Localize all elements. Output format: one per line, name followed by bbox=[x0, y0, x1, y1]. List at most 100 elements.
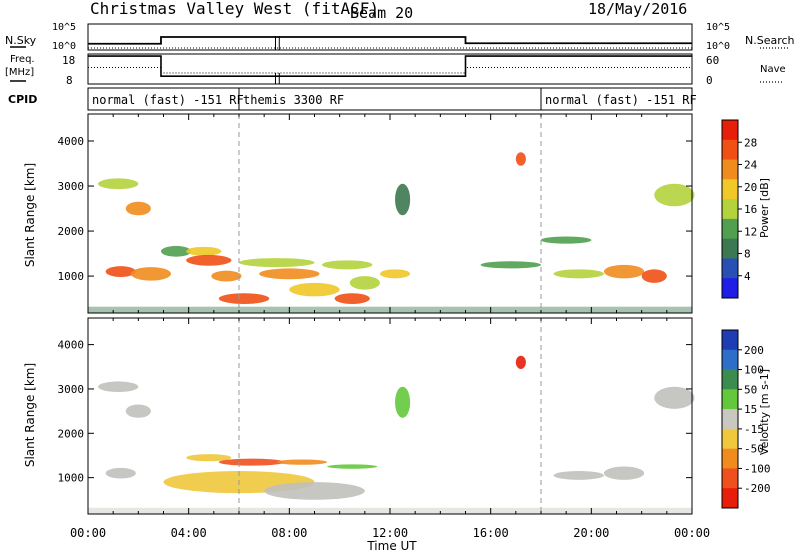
ytick-label-1-3000: 3000 bbox=[58, 383, 85, 396]
nsearch-tick-bottom: 10^0 bbox=[706, 41, 730, 52]
nsky-label: N.Sky bbox=[5, 34, 37, 47]
power-echo-13 bbox=[334, 293, 370, 304]
nsky-trace bbox=[88, 36, 692, 45]
velocity-echo-1 bbox=[125, 404, 151, 418]
velocity-colorbar-tick-label-6: -100 bbox=[744, 462, 771, 475]
axes: 1000 2000 3000 4000 1000 2000 3000 4000 00:00 04:… bbox=[58, 114, 710, 540]
velocity-colorbar-label: Velocity [m s-1] bbox=[758, 369, 771, 455]
cpid-segment-label-1: themis 3300 RF bbox=[243, 93, 344, 107]
power-echo-18 bbox=[480, 261, 541, 269]
velocity-echo-8 bbox=[264, 482, 365, 500]
time-xlabel: Time UT bbox=[366, 539, 417, 553]
power-echo-7 bbox=[211, 270, 242, 282]
xtick-label-2: 08:00 bbox=[271, 526, 307, 540]
power-colorbar-tick-label-5: 8 bbox=[744, 248, 751, 261]
ytick-label-0-4000: 4000 bbox=[58, 135, 85, 148]
velocity-echo-3 bbox=[186, 454, 232, 462]
velocity-colorbar-swatch-5 bbox=[722, 428, 738, 450]
ytick-label-0-2000: 2000 bbox=[58, 225, 85, 238]
velocity-echo-6 bbox=[327, 464, 378, 469]
power-echo-10 bbox=[259, 268, 320, 280]
freq-panel-frame bbox=[87, 53, 693, 85]
date-label: 18/May/2016 bbox=[588, 0, 687, 18]
xtick-label-0: 00:00 bbox=[70, 526, 106, 540]
power-colorbar-swatch-3 bbox=[722, 179, 738, 200]
power-colorbar-tick-label-3: 16 bbox=[744, 203, 757, 216]
velocity-echo-13 bbox=[654, 386, 695, 409]
power-echo-0 bbox=[98, 178, 139, 190]
velocity-colorbar-tick-label-7: -200 bbox=[744, 482, 771, 495]
power-colorbar-swatch-1 bbox=[722, 139, 738, 161]
cpid-label: CPID bbox=[8, 93, 37, 106]
freq-label-2: [MHz] bbox=[5, 67, 34, 78]
power-colorbar-swatch-5 bbox=[722, 218, 738, 240]
power-echo-19 bbox=[541, 236, 592, 244]
velocity-echo-12 bbox=[603, 466, 645, 480]
power-echo-4 bbox=[160, 245, 192, 257]
velocity-colorbar-swatch-7 bbox=[722, 468, 738, 489]
velocity-colorbar-tick-label-2: 50 bbox=[744, 383, 757, 396]
xtick-label-3: 12:00 bbox=[372, 526, 408, 540]
power-echo-2 bbox=[105, 266, 136, 277]
xtick-label-1: 04:00 bbox=[171, 526, 207, 540]
power-colorbar-swatch-6 bbox=[722, 238, 738, 259]
power-echo-8 bbox=[218, 293, 270, 304]
nsearch-label: N.Search bbox=[745, 34, 795, 47]
velocity-colorbar-tick-label-1: 100 bbox=[744, 364, 764, 377]
velocity-colorbar: 200 100 50 15 -15 -50 -100 -200 bbox=[721, 329, 771, 509]
cpid-segments: normal (fast) -151 RF themis 3300 RF norma… bbox=[92, 88, 697, 110]
velocity-colorbar-swatch-0 bbox=[722, 330, 738, 351]
ytick-label-0-1000: 1000 bbox=[58, 270, 85, 283]
velocity-colorbar-tick-label-0: 200 bbox=[744, 344, 764, 357]
power-echo-1 bbox=[125, 201, 151, 216]
freq-tick-bottom: 8 bbox=[66, 74, 73, 87]
cpid-panel-frame bbox=[87, 87, 693, 111]
power-colorbar-swatch-2 bbox=[722, 159, 738, 180]
power-colorbar-swatch-7 bbox=[722, 258, 738, 279]
velocity-echo-0 bbox=[98, 381, 139, 393]
velocity-colorbar-frame bbox=[721, 329, 739, 509]
nsky-tick-top: 10^5 bbox=[52, 22, 76, 33]
power-echo-21 bbox=[603, 264, 645, 279]
power-colorbar-tick-label-2: 20 bbox=[744, 181, 757, 194]
nave-label: Nave bbox=[760, 64, 786, 75]
power-echo-20 bbox=[553, 269, 604, 279]
velocity-colorbar-swatch-8 bbox=[722, 488, 738, 509]
velocity-echo-11 bbox=[553, 470, 604, 480]
ytick-label-1-1000: 1000 bbox=[58, 472, 85, 485]
velocity-ylabel: Slant Range [km] bbox=[23, 363, 37, 467]
velocity-colorbar-swatch-1 bbox=[722, 349, 738, 371]
power-echo-12 bbox=[322, 260, 373, 270]
velocity-colorbar-tick-label-5: -50 bbox=[744, 443, 764, 456]
velocity-echo-5 bbox=[276, 459, 328, 465]
power-colorbar-tick-label-6: 4 bbox=[744, 270, 751, 283]
power-panel-bg bbox=[88, 114, 692, 313]
velocity-colorbar-swatch-3 bbox=[722, 389, 738, 410]
power-ylabel: Slant Range [km] bbox=[23, 163, 37, 267]
ytick-label-1-4000: 4000 bbox=[58, 339, 85, 352]
power-colorbar-tick-label-0: 28 bbox=[744, 136, 757, 149]
power-colorbar-swatch-8 bbox=[722, 278, 738, 299]
xtick-label-4: 16:00 bbox=[473, 526, 509, 540]
freq-label-1: Freq. bbox=[10, 54, 35, 65]
velocity-colorbar-swatch-4 bbox=[722, 409, 738, 430]
xtick-label-6: 00:00 bbox=[674, 526, 710, 540]
velocity-echo-4 bbox=[218, 458, 285, 466]
velocity-colorbar-swatch-6 bbox=[722, 448, 738, 469]
power-colorbar-tick-label-4: 12 bbox=[744, 225, 757, 238]
nave-trace bbox=[88, 67, 692, 74]
cpid-segment-label-0: normal (fast) -151 RF bbox=[92, 93, 244, 107]
velocity-colorbar-tick-label-4: -15 bbox=[744, 423, 764, 436]
power-echo-23 bbox=[654, 183, 695, 207]
nsky-panel-frame bbox=[87, 23, 693, 51]
power-colorbar: 28 24 20 16 12 8 4 bbox=[721, 119, 758, 299]
freq-tick-top: 18 bbox=[62, 54, 75, 67]
power-colorbar-swatch-4 bbox=[722, 199, 738, 220]
ytick-label-1-2000: 2000 bbox=[58, 427, 85, 440]
power-colorbar-tick-label-1: 24 bbox=[744, 159, 758, 172]
power-echo-14 bbox=[349, 276, 380, 290]
power-echo-11 bbox=[289, 282, 340, 297]
power-echo-22 bbox=[641, 269, 667, 283]
power-echo-6 bbox=[186, 254, 232, 266]
ytick-label-0-3000: 3000 bbox=[58, 180, 85, 193]
